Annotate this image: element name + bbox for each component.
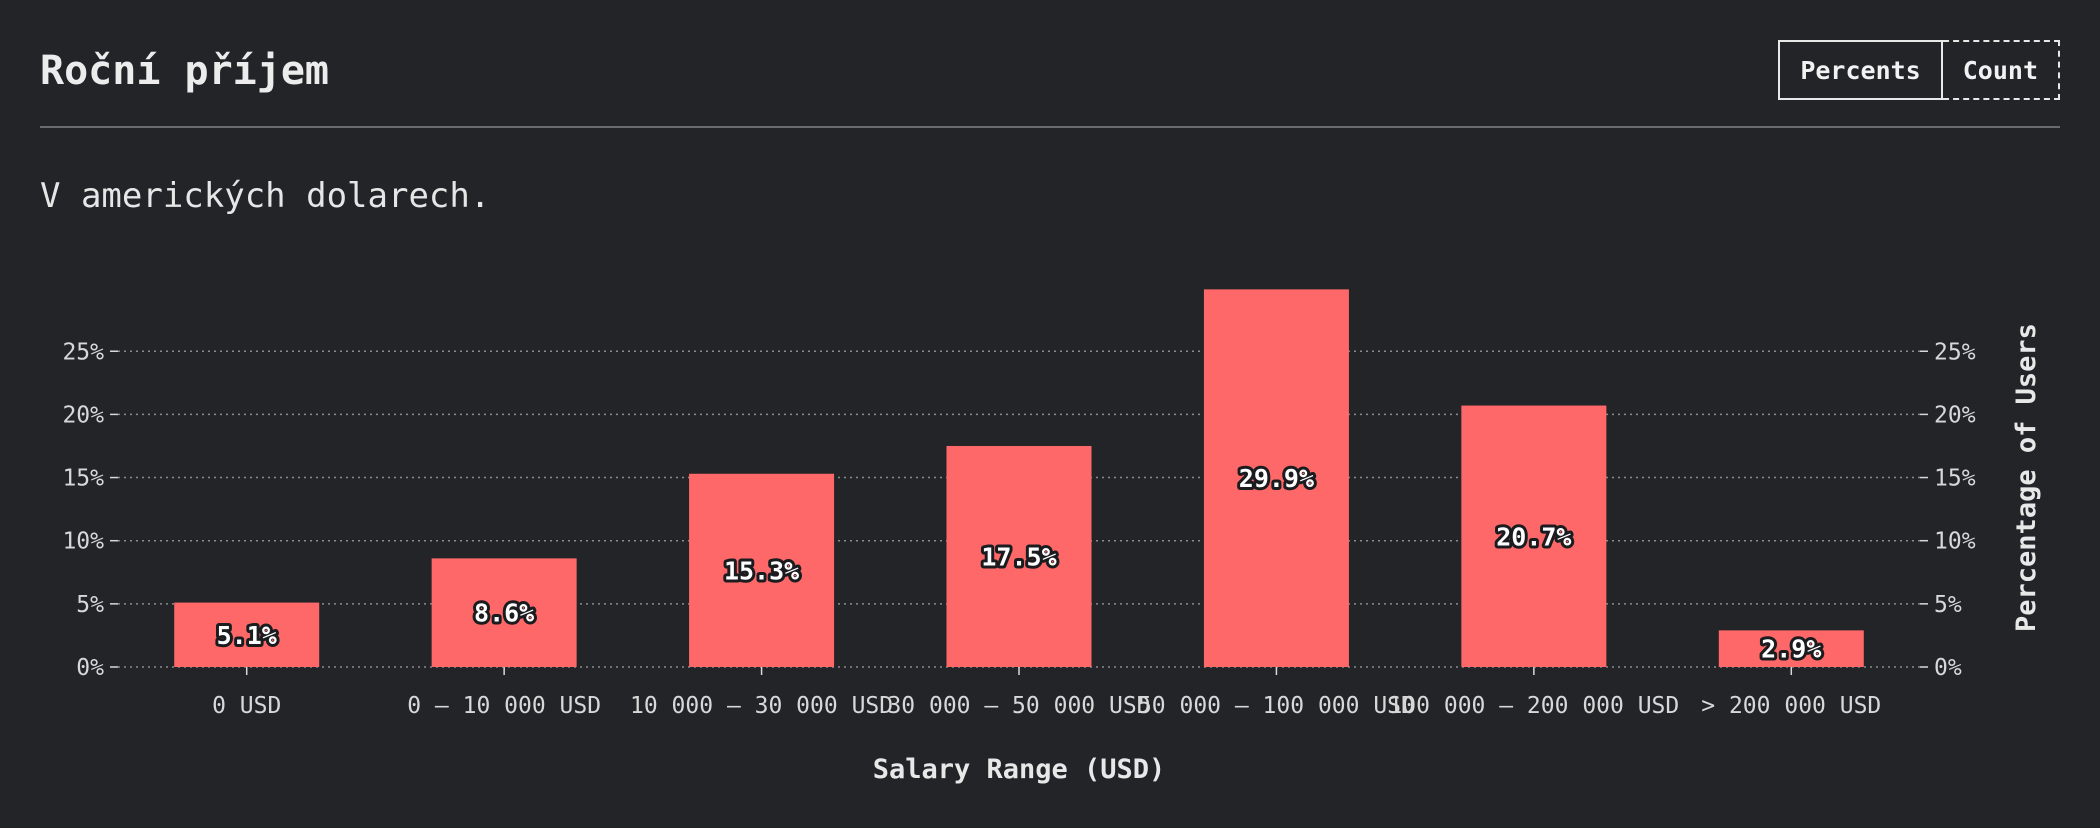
bar [1461, 405, 1607, 667]
bar [946, 445, 1092, 667]
x-tick-label: 30 000 – 50 000 USD [887, 693, 1150, 719]
x-tick-label: 50 000 – 100 000 USD [1138, 693, 1415, 719]
bar-value-label: 2.9% [1761, 635, 1821, 664]
bar [689, 473, 835, 667]
x-tick-label: 100 000 – 200 000 USD [1388, 693, 1679, 719]
y-tick-label-right: 25% [1934, 339, 1976, 365]
y-tick-label-left: 0% [76, 655, 104, 681]
bar-value-label: 8.6% [474, 599, 534, 628]
bar-value-label: 29.9% [1239, 464, 1314, 493]
x-tick-label: > 200 000 USD [1701, 693, 1881, 719]
bar-value-label: 5.1% [217, 621, 277, 650]
y-tick-label-left: 5% [76, 592, 104, 618]
y-tick-label-left: 20% [62, 402, 104, 428]
y-tick-label-left: 10% [62, 529, 104, 555]
percents-toggle-button[interactable]: Percents [1778, 40, 1943, 100]
y-axis-title: Percentage of Users [2011, 323, 2042, 632]
x-tick-label: 0 – 10 000 USD [407, 693, 601, 719]
y-tick-label-left: 15% [62, 466, 104, 492]
chart-title: Roční příjem [40, 48, 329, 94]
bar [1718, 630, 1864, 667]
bar [1203, 289, 1349, 667]
view-toggle: Percents Count [1778, 40, 2060, 100]
y-tick-label-right: 15% [1934, 466, 1976, 492]
y-tick-label-right: 0% [1934, 655, 1962, 681]
bar [174, 602, 320, 667]
bar-value-label: 17.5% [981, 542, 1056, 571]
count-toggle-button[interactable]: Count [1942, 40, 2060, 100]
chart-header: Roční příjem Percents Count [40, 40, 2060, 128]
y-tick-label-right: 20% [1934, 402, 1976, 428]
x-tick-label: 10 000 – 30 000 USD [630, 693, 893, 719]
y-tick-label-left: 25% [62, 339, 104, 365]
y-tick-label-right: 5% [1934, 592, 1962, 618]
chart-subtitle: V amerických dolarech. [40, 176, 491, 216]
y-tick-label-right: 10% [1934, 529, 1976, 555]
bar [431, 558, 577, 667]
bar-value-label: 15.3% [724, 556, 799, 585]
x-tick-label: 0 USD [212, 693, 281, 719]
bar-value-label: 20.7% [1496, 522, 1571, 551]
x-axis-title: Salary Range (USD) [873, 754, 1166, 785]
